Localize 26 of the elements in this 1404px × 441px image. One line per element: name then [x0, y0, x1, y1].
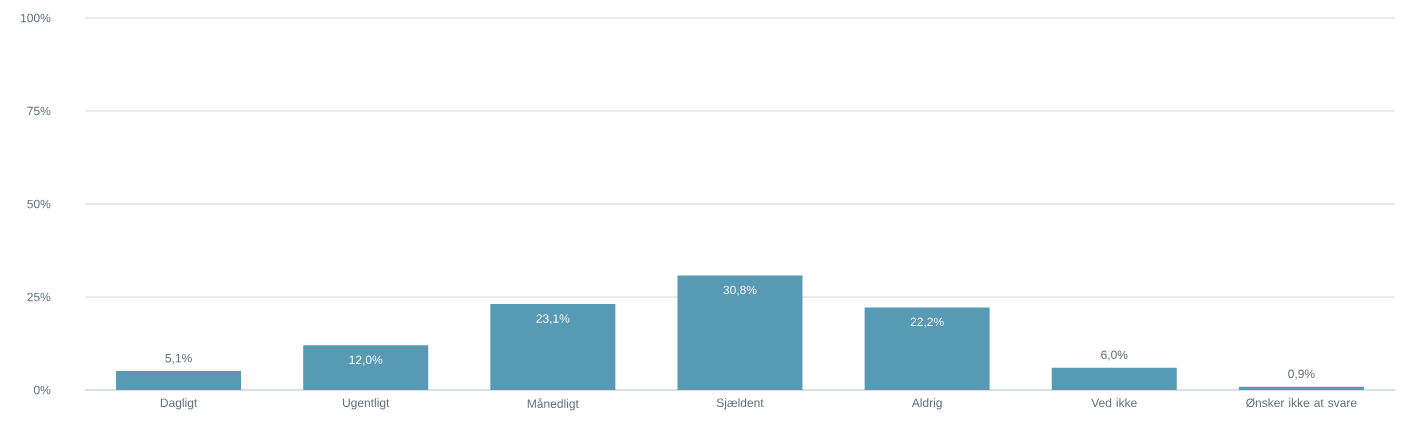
x-tick-label: Ugentligt	[342, 398, 390, 410]
data-label: 30,8%	[723, 285, 757, 296]
bar	[1051, 367, 1177, 390]
x-tick-label: Månedligt	[527, 398, 579, 411]
y-tick-label: 0%	[33, 385, 51, 395]
y-tick-label: 25%	[27, 292, 51, 302]
data-label: 23,1%	[536, 314, 570, 325]
data-label: 0,9%	[1288, 369, 1315, 380]
data-label: 22,2%	[910, 317, 944, 328]
data-label: 5,1%	[165, 353, 192, 364]
x-tick-label: Aldrig	[911, 398, 942, 410]
x-tick-label: Sjældent	[716, 398, 764, 410]
y-tick-label: 75%	[27, 106, 51, 116]
x-tick-label: Dagligt	[160, 398, 198, 410]
bar	[116, 371, 242, 390]
data-label: 12,0%	[349, 355, 383, 366]
x-tick-label: Ved ikke	[1091, 398, 1137, 408]
bar	[1238, 386, 1364, 390]
bar	[303, 345, 429, 390]
bar	[864, 307, 990, 390]
y-tick-label: 100%	[21, 13, 51, 23]
bar	[677, 275, 803, 390]
bar	[490, 304, 616, 390]
data-label: 6,0%	[1101, 350, 1128, 361]
x-tick-label: Ønsker ikke at svare	[1246, 398, 1357, 408]
y-tick-label: 50%	[27, 199, 51, 209]
